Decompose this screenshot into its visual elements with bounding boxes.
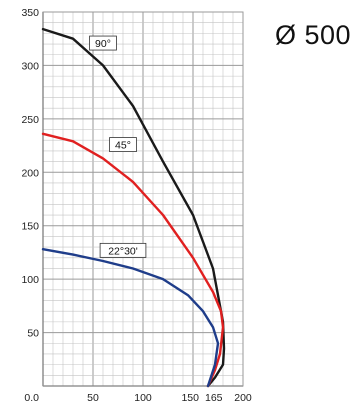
- x-tick-label: 0.0: [24, 392, 39, 404]
- y-tick-label: 100: [21, 274, 39, 286]
- y-tick-label: 150: [21, 221, 39, 233]
- plot-frame: [42, 11, 244, 387]
- y-tick-label: 300: [21, 60, 39, 72]
- x-tick-label: 200: [234, 392, 252, 404]
- y-tick-label: 350: [21, 7, 39, 19]
- y-tick-label: 50: [27, 328, 39, 340]
- series-line: [41, 248, 220, 388]
- series-labels: 90° 45° 22°30': [89, 35, 147, 258]
- y-tick-label: 200: [21, 167, 39, 179]
- tick-labels: 50 100 150 200 250 300 350 0.0 50 100 150 165 200: [21, 7, 251, 404]
- y-tick-label: 250: [21, 114, 39, 126]
- axes: [42, 11, 244, 387]
- x-tick-label: 150: [181, 392, 199, 404]
- series-label-box: [99, 242, 147, 258]
- series-label: 22°30': [108, 245, 138, 257]
- series-lines: [41, 27, 226, 388]
- diameter-label: Ø 500: [275, 20, 352, 50]
- series-label-box: [89, 35, 117, 51]
- series-line: [41, 27, 226, 388]
- series-line: [41, 132, 225, 388]
- x-tick-label: 100: [134, 392, 152, 404]
- x-tick-label: 165: [205, 392, 223, 404]
- series-label: 45°: [115, 140, 131, 152]
- series-label-box: [109, 137, 137, 152]
- grid: [42, 11, 244, 387]
- x-tick-label: 50: [87, 392, 99, 404]
- series-label: 90°: [95, 38, 111, 50]
